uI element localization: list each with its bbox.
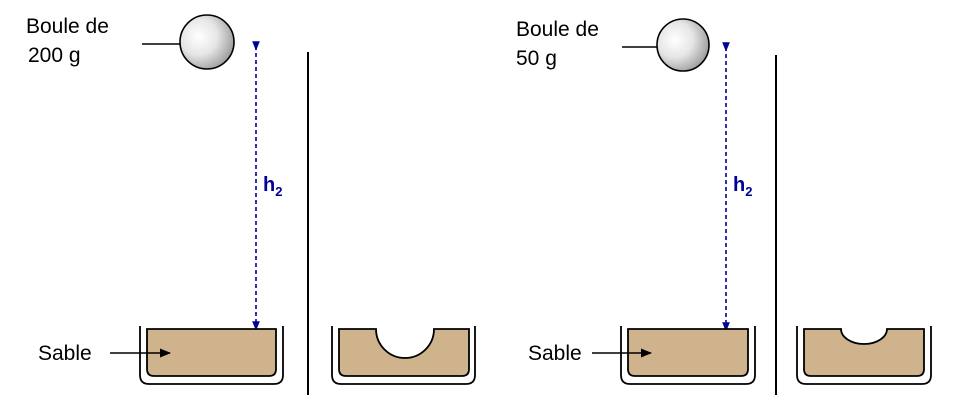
right-ball-label-line1: Boule de: [516, 18, 599, 41]
right-ball-label-line2: 50 g: [516, 47, 557, 70]
left-ball-label-line1: Boule de: [26, 15, 109, 38]
right-sand-flat: [627, 328, 749, 377]
right-height-label: h2: [733, 174, 752, 199]
left-sand-flat: [146, 328, 277, 377]
left-result-tray-outer: [331, 326, 476, 385]
right-sand-label: Sable: [528, 342, 582, 365]
right-ball-50g: [656, 18, 710, 72]
right-sand-shallow-crater: [803, 328, 925, 377]
left-sand-deep-crater: [338, 328, 470, 377]
right-experiment: Boule de 50 g h2 Sable: [516, 18, 932, 395]
left-tray-outer: [139, 326, 284, 385]
left-height-label: h2: [263, 174, 282, 199]
left-experiment: Boule de 200 g h2 Sable: [26, 14, 476, 395]
left-ball-200g: [179, 14, 235, 70]
right-result-tray-outer: [796, 326, 932, 385]
right-tray-outer: [620, 326, 756, 385]
left-sand-label: Sable: [38, 342, 92, 365]
left-ball-label-line2: 200 g: [28, 44, 81, 67]
